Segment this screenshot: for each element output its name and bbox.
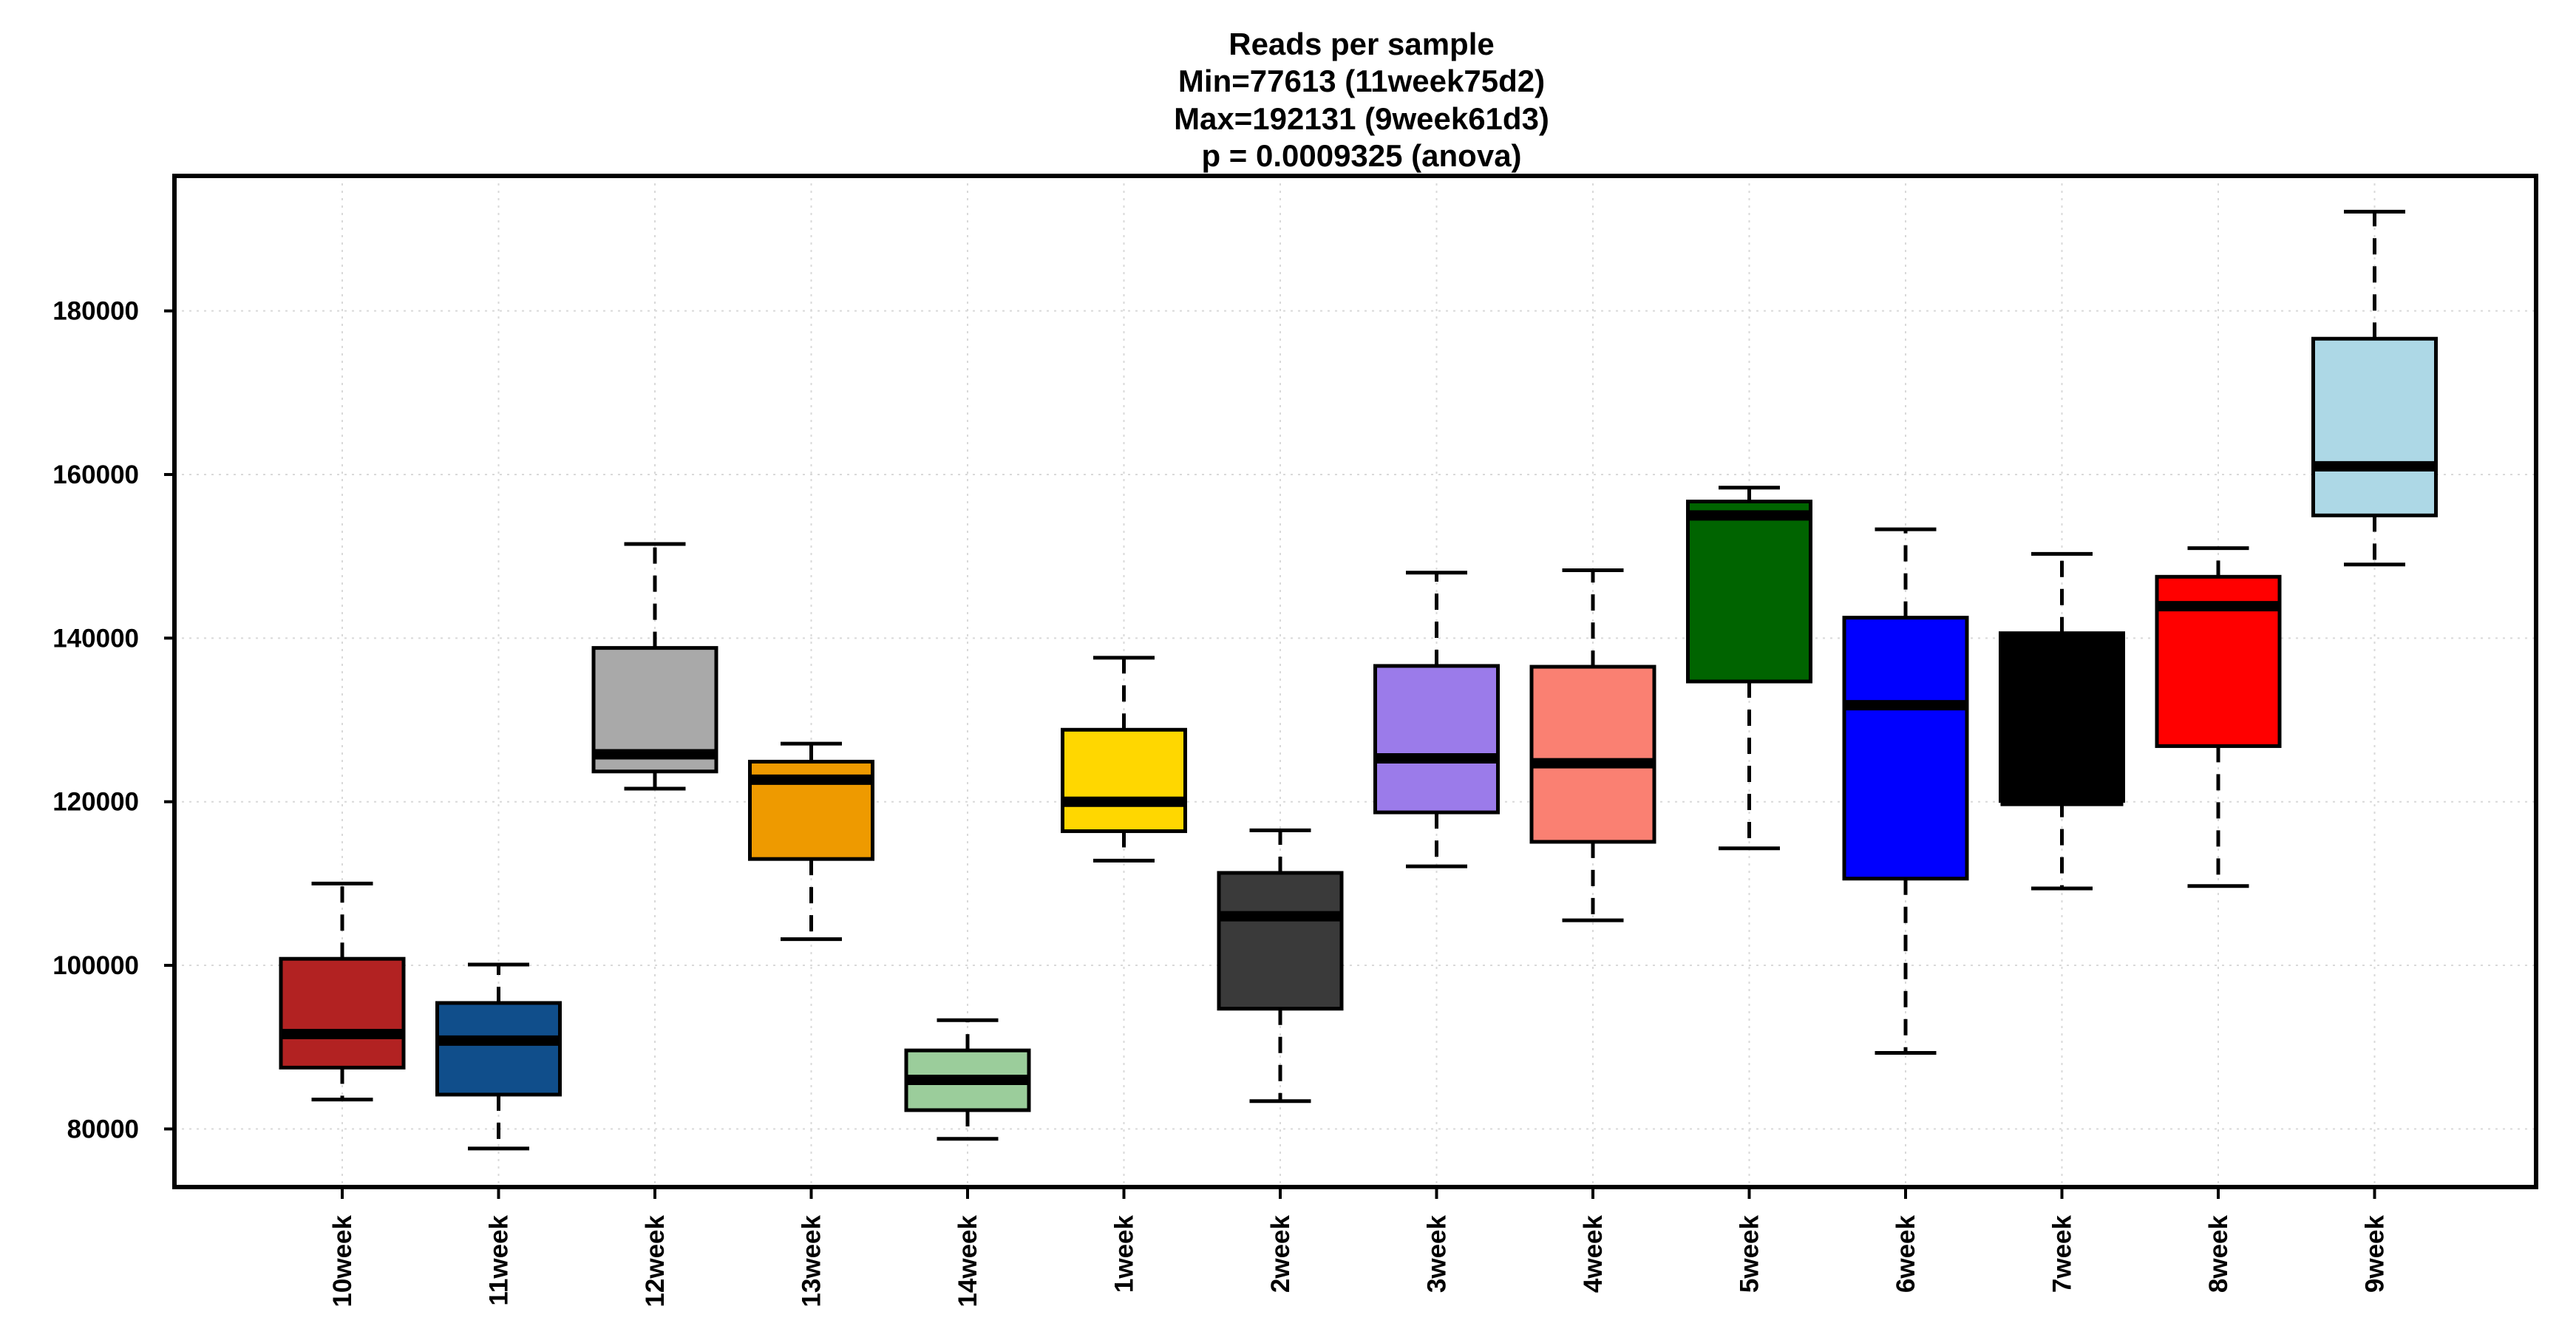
box-3week bbox=[1373, 571, 1500, 868]
box-iqr bbox=[1529, 664, 1656, 844]
x-tick-label: 8week bbox=[2204, 1214, 2233, 1293]
y-tick-label: 100000 bbox=[52, 951, 139, 980]
x-tick-label: 11week bbox=[485, 1214, 514, 1305]
x-tick-label: 7week bbox=[2048, 1214, 2077, 1293]
x-tick-label: 5week bbox=[1736, 1214, 1764, 1293]
title-line-1: Reads per sample bbox=[1228, 27, 1495, 61]
box-iqr bbox=[435, 1001, 562, 1097]
box-1week bbox=[1061, 656, 1187, 863]
x-tick-label: 2week bbox=[1266, 1214, 1295, 1293]
x-tick-label: 1week bbox=[1110, 1214, 1139, 1293]
box-11week bbox=[435, 962, 562, 1151]
y-tick-label: 120000 bbox=[52, 788, 139, 817]
y-tick-label: 80000 bbox=[67, 1115, 139, 1143]
x-tick-label: 10week bbox=[328, 1214, 357, 1307]
x-tick-label: 12week bbox=[641, 1214, 670, 1307]
box-iqr bbox=[1686, 500, 1812, 684]
axis-layer: 80000 100000 120000 140000 160000 180000 10wee… bbox=[52, 297, 2389, 1308]
box-13week bbox=[748, 741, 874, 942]
title-line-2: Min=77613 (11week75d2) bbox=[1178, 64, 1545, 98]
box-iqr bbox=[1373, 664, 1500, 815]
x-tick-label: 14week bbox=[954, 1214, 982, 1307]
box-iqr bbox=[1217, 871, 1344, 1011]
box-iqr bbox=[279, 956, 406, 1070]
box-10week bbox=[279, 881, 406, 1102]
y-tick-label: 180000 bbox=[52, 297, 139, 326]
x-tick-label: 13week bbox=[798, 1214, 826, 1307]
x-tick-label: 9week bbox=[2361, 1214, 2390, 1293]
box-iqr bbox=[1061, 727, 1187, 834]
box-7week bbox=[1999, 551, 2125, 891]
boxes-layer bbox=[279, 209, 2438, 1151]
x-tick-label: 6week bbox=[1892, 1214, 1920, 1293]
box-14week bbox=[904, 1018, 1031, 1141]
box-iqr bbox=[1999, 631, 2125, 803]
box-5week bbox=[1686, 486, 1812, 851]
plot-frame bbox=[172, 174, 2538, 1189]
box-iqr bbox=[2311, 336, 2438, 517]
box-2week bbox=[1217, 828, 1344, 1104]
y-tick-label: 160000 bbox=[52, 460, 139, 489]
box-12week bbox=[591, 542, 718, 791]
x-tick-label: 4week bbox=[1579, 1214, 1608, 1293]
y-tick-label: 140000 bbox=[52, 624, 139, 653]
x-tick-label: 3week bbox=[1423, 1214, 1452, 1293]
title-line-3: Max=192131 (9week61d3) bbox=[1174, 101, 1549, 136]
box-4week bbox=[1529, 568, 1656, 922]
box-9week bbox=[2311, 209, 2438, 567]
title-line-4: p = 0.0009325 (anova) bbox=[1201, 138, 1521, 173]
box-8week bbox=[2155, 546, 2282, 888]
chart-title: Reads per sample Min=77613 (11week75d2) … bbox=[1174, 27, 1549, 173]
box-iqr bbox=[1842, 616, 1969, 881]
box-6week bbox=[1842, 527, 1969, 1055]
